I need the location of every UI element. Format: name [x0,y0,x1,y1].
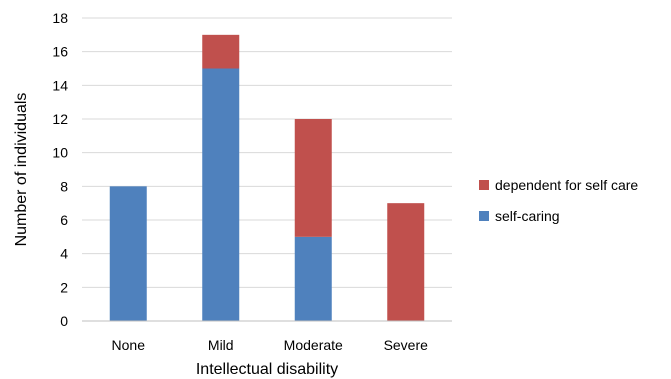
y-axis-title: Number of individuals [13,93,30,247]
y-tick-label: 6 [60,212,68,228]
bar-segment [109,186,147,321]
y-tick-labels: 0 2 4 6 8 10 12 14 16 18 [52,10,68,329]
bar-segment [202,68,240,321]
bar-segment [294,119,332,237]
bar-segment [202,34,240,69]
x-tick-label: Moderate [284,337,343,353]
y-tick-label: 12 [52,111,68,127]
x-tick-label: Severe [384,337,429,353]
x-tick-label: None [112,337,146,353]
y-tick-label: 0 [60,313,68,329]
y-tick-label: 4 [60,246,68,262]
y-tick-label: 18 [52,10,68,26]
x-tick-labels: None Mild Moderate Severe [112,337,429,353]
x-tick-label: Mild [208,337,234,353]
y-tick-label: 10 [52,145,68,161]
bars [109,34,425,321]
legend-label: dependent for self care [495,177,638,193]
legend-swatch [479,211,489,221]
legend-label: self-caring [495,208,560,224]
y-tick-label: 2 [60,279,68,295]
y-tick-label: 8 [60,178,68,194]
x-axis-title: Intellectual disability [196,361,338,378]
y-tick-label: 16 [52,44,68,60]
legend: dependent for self care self-caring [479,177,638,224]
y-tick-label: 14 [52,77,68,93]
bar-segment [294,236,332,321]
bar-segment [387,203,425,321]
legend-swatch [479,180,489,190]
